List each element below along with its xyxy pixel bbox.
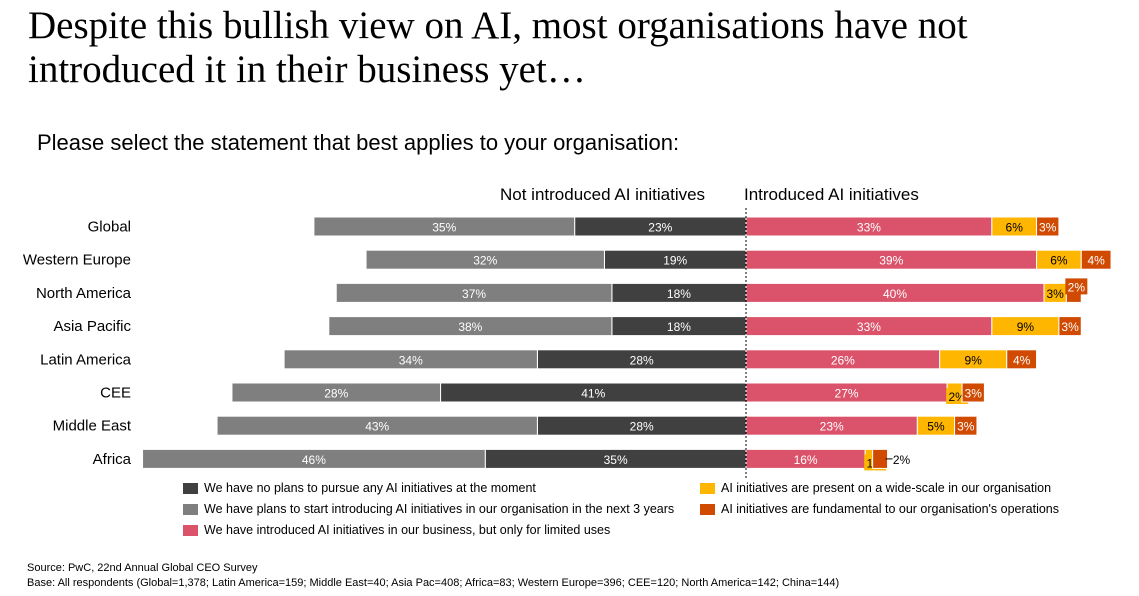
data-label: 28%	[630, 420, 654, 434]
slide-title: Despite this bullish view on AI, most or…	[28, 4, 968, 91]
legend-swatch	[183, 503, 198, 515]
data-label: 16%	[794, 453, 818, 467]
legend-item: AI initiatives are present on a wide-sca…	[700, 481, 1051, 495]
data-label: 46%	[302, 453, 326, 467]
data-label: 3%	[1061, 320, 1079, 334]
data-label: 26%	[831, 353, 855, 367]
data-label: 32%	[473, 254, 497, 268]
data-label: 43%	[365, 420, 389, 434]
legend-item: We have no plans to pursue any AI initia…	[183, 481, 536, 495]
bar-segment	[231, 382, 442, 403]
data-label: 23%	[648, 221, 672, 235]
legend-swatch	[700, 482, 715, 494]
category-label: Middle East	[53, 418, 132, 435]
bar-segment	[216, 415, 538, 436]
header-introduced: Introduced AI initiatives	[744, 185, 919, 204]
data-label: 4%	[1087, 254, 1105, 268]
bar-segment	[1036, 216, 1060, 237]
data-label: 40%	[883, 287, 907, 301]
data-label: 5%	[927, 420, 945, 434]
data-label: 39%	[879, 254, 903, 268]
bar-segment	[365, 249, 605, 270]
legend-label: AI initiatives are present on a wide-sca…	[721, 481, 1052, 495]
data-label: 3%	[1039, 221, 1057, 235]
bar-segment	[313, 216, 576, 237]
legend-label: We have no plans to pursue any AI initia…	[204, 481, 536, 495]
data-label: 33%	[857, 221, 881, 235]
legend-item: We have introduced AI initiatives in our…	[183, 523, 610, 537]
legend-label: AI initiatives are fundamental to our or…	[721, 502, 1060, 516]
data-label: 35%	[604, 453, 628, 467]
category-label: North America	[36, 285, 132, 302]
legend-swatch	[700, 503, 715, 515]
data-label: 27%	[835, 387, 859, 401]
category-label: Global	[88, 219, 131, 236]
bar-segment	[961, 382, 985, 403]
legend-swatch	[183, 524, 198, 536]
data-label: 9%	[1017, 320, 1035, 334]
data-label: 18%	[667, 287, 691, 301]
base-note: Base: All respondents (Global=1,378; Lat…	[27, 577, 840, 589]
legend-label: We have plans to start introducing AI in…	[204, 502, 675, 516]
data-label: 33%	[857, 320, 881, 334]
data-label: 28%	[324, 387, 348, 401]
bar-segment	[335, 282, 613, 303]
label-box	[1065, 278, 1088, 295]
bar-segment	[283, 349, 538, 370]
data-label: 19%	[663, 254, 687, 268]
bar-segment	[1006, 349, 1038, 370]
data-label: 2%	[893, 453, 911, 467]
bar-segment	[1080, 249, 1112, 270]
data-label: 9%	[965, 353, 983, 367]
category-label: CEE	[100, 385, 131, 402]
legend-item: We have plans to start introducing AI in…	[183, 502, 674, 516]
bar-segment	[142, 448, 486, 469]
data-label: 4%	[1013, 353, 1031, 367]
category-label: Asia Pacific	[53, 318, 131, 335]
category-label: Africa	[93, 451, 132, 468]
bar-segment	[1058, 316, 1082, 337]
bar-segment	[954, 415, 978, 436]
bar-segment	[328, 316, 613, 337]
category-label: Western Europe	[23, 252, 131, 269]
data-label: 41%	[581, 387, 605, 401]
bar-segment	[872, 448, 889, 469]
category-label: Latin America	[40, 351, 132, 368]
data-label: 35%	[432, 221, 456, 235]
data-label: 37%	[462, 287, 486, 301]
data-label: 23%	[820, 420, 844, 434]
legend-swatch	[183, 482, 198, 494]
data-label: 2%	[1068, 280, 1086, 294]
data-label: 34%	[399, 353, 423, 367]
data-label: 3%	[1047, 287, 1065, 301]
data-label: 6%	[1050, 254, 1068, 268]
legend-item: AI initiatives are fundamental to our or…	[700, 502, 1059, 516]
data-label: 28%	[630, 353, 654, 367]
data-label: 18%	[667, 320, 691, 334]
data-label: 38%	[458, 320, 482, 334]
data-label: 3%	[965, 387, 983, 401]
data-label: 3%	[957, 420, 975, 434]
header-not-introduced: Not introduced AI initiatives	[500, 185, 706, 204]
data-label: 6%	[1006, 221, 1024, 235]
legend-label: We have introduced AI initiatives in our…	[204, 523, 611, 537]
question-subtitle: Please select the statement that best ap…	[37, 130, 680, 155]
source-note: Source: PwC, 22nd Annual Global CEO Surv…	[27, 562, 258, 574]
